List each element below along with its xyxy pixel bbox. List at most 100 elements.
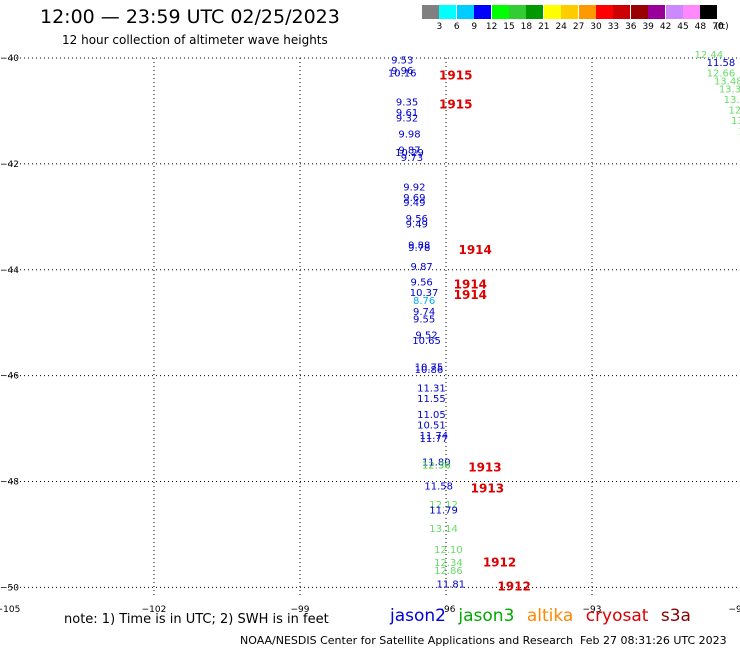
longitude-label: −105 xyxy=(0,605,20,615)
wave-height-value: 10.29 xyxy=(395,148,424,159)
legend-jason2: jason2 xyxy=(390,606,446,626)
legend-s3a: s3a xyxy=(660,606,691,626)
wave-height-value: 9.87 xyxy=(398,145,420,156)
longitude-label: −93 xyxy=(583,605,602,615)
colorbar-swatch xyxy=(648,5,666,19)
wave-height-value: 9.32 xyxy=(396,114,418,125)
wave-height-value: 9.78 xyxy=(408,243,430,254)
colorbar-label: 27 xyxy=(572,22,585,32)
wave-height-value: 10.16 xyxy=(388,69,417,80)
page-subtitle: 12 hour collection of altimeter wave hei… xyxy=(62,33,328,47)
legend-altika: altika xyxy=(526,606,574,626)
wave-height-value: 9.74 xyxy=(413,307,435,318)
wave-height-value: 12.44 xyxy=(694,50,723,61)
wave-height-value: 10.86 xyxy=(415,365,444,376)
colorbar-label: 45 xyxy=(677,22,689,32)
wave-height-value: 12.10 xyxy=(434,545,463,556)
colorbar-swatch xyxy=(578,5,596,19)
latitude-label: −46 xyxy=(0,372,19,382)
wave-height-value: 10.65 xyxy=(412,336,441,347)
colorbar-swatch xyxy=(613,5,631,19)
colorbar-label: 48 xyxy=(694,22,707,32)
wave-height-value: 11.77 xyxy=(420,434,449,445)
time-label: 1914 xyxy=(458,243,491,257)
time-label: 1914 xyxy=(454,278,487,292)
colorbar-label: 70 xyxy=(712,22,724,32)
colorbar-label: 36 xyxy=(625,22,637,32)
colorbar-label: 15 xyxy=(503,22,515,32)
wave-height-value: 11.81 xyxy=(437,579,466,590)
colorbar-swatch xyxy=(526,5,544,19)
satellite-legend: jason2 jason3 altika cryosat s3a xyxy=(390,606,698,626)
colorbar-swatch xyxy=(683,5,700,19)
colorbar-swatch xyxy=(439,5,457,19)
colorbar-label: 24 xyxy=(555,22,567,32)
wave-height-value: 9.56 xyxy=(411,278,433,289)
colorbar-swatch xyxy=(491,5,509,19)
wave-height-value: 9.69 xyxy=(403,193,425,204)
wave-height-value: 11.05 xyxy=(417,410,446,421)
colorbar-label: 42 xyxy=(659,22,672,32)
colorbar-swatch xyxy=(700,5,718,19)
wave-height-value: 13.32 xyxy=(719,84,740,95)
wave-height-value: 11.58 xyxy=(424,481,453,492)
colorbar-swatch xyxy=(456,5,474,19)
colorbar-swatch xyxy=(630,5,648,19)
wave-height-value: 13.75 xyxy=(738,127,740,138)
wave-height-value: 12.66 xyxy=(707,69,736,80)
wave-height-value: 9.87 xyxy=(411,262,433,273)
footer-timestamp: Feb 27 08:31:26 UTC 2023 xyxy=(580,634,727,647)
wave-height-value: 11.79 xyxy=(429,505,458,516)
time-label: 1913 xyxy=(471,481,504,495)
wave-height-value: 13.78 xyxy=(731,116,740,127)
wave-height-value: 9.35 xyxy=(396,98,418,109)
wave-height-value: 12.34 xyxy=(434,558,463,569)
wave-height-value: 9.61 xyxy=(396,108,418,119)
time-label: 1913 xyxy=(468,460,501,474)
wave-height-value: 12.36 xyxy=(422,460,451,471)
time-label: 1912 xyxy=(497,579,530,593)
colorbar-label: 3 xyxy=(436,22,443,32)
colorbar-unit: (ft) xyxy=(715,22,729,32)
wave-height-value: 9.49 xyxy=(403,198,425,209)
colorbar-label: 6 xyxy=(453,22,460,32)
legend-jason3: jason3 xyxy=(458,606,515,626)
latitude-label: −40 xyxy=(0,54,19,64)
latitude-label: −42 xyxy=(0,160,19,170)
wave-height-value: 9.98 xyxy=(398,129,420,140)
wave-height-value: 9.55 xyxy=(413,315,435,326)
colorbar-swatch xyxy=(543,5,561,19)
wave-height-value: 12.12 xyxy=(429,500,458,511)
wave-height-value: 11.74 xyxy=(420,431,449,442)
wave-height-value: 10.51 xyxy=(417,421,446,432)
wave-height-value: 9.53 xyxy=(391,55,413,66)
colorbar-label: 21 xyxy=(538,22,550,32)
longitude-label: −99 xyxy=(291,605,310,615)
wave-height-value: 13.48 xyxy=(714,76,740,87)
colorbar-swatch xyxy=(665,5,683,19)
latitude-label: −48 xyxy=(0,478,19,488)
legend-cryosat: cryosat xyxy=(585,606,649,626)
time-label: 1915 xyxy=(439,69,472,83)
longitude-label: −96 xyxy=(437,605,456,615)
wave-height-value: 9.56 xyxy=(406,214,428,225)
colorbar-label: 18 xyxy=(520,22,533,32)
wave-height-value: 13.14 xyxy=(429,524,458,535)
wave-height-value: 9.49 xyxy=(406,219,428,230)
wave-height-value: 10.75 xyxy=(415,362,444,373)
colorbar-label: 33 xyxy=(607,22,620,32)
colorbar-label: 30 xyxy=(590,22,602,32)
wave-height-value: 8.76 xyxy=(413,296,435,307)
wave-height-value: 11.55 xyxy=(417,394,446,405)
colorbar-label: 9 xyxy=(471,22,478,32)
wave-height-value: 9.88 xyxy=(408,241,430,252)
wave-height-value: 11.31 xyxy=(417,384,446,395)
colorbar-swatch xyxy=(596,5,613,19)
wave-height-value: 11.58 xyxy=(707,58,736,69)
wave-height-value: 9.96 xyxy=(391,66,413,77)
colorbar-label: 12 xyxy=(485,22,498,32)
colorbar-swatch xyxy=(474,5,492,19)
time-label: 1914 xyxy=(454,288,487,302)
page-title: 12:00 — 23:59 UTC 02/25/2023 xyxy=(40,6,340,28)
